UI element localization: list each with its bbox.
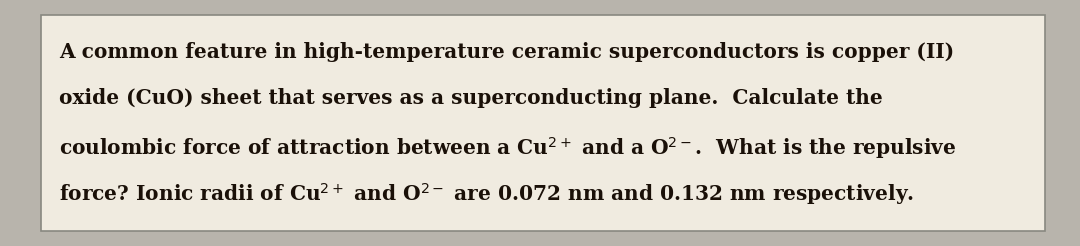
Text: A common feature in high-temperature ceramic superconductors is copper (II): A common feature in high-temperature cer… <box>59 42 955 62</box>
Text: oxide (CuO) sheet that serves as a superconducting plane.  Calculate the: oxide (CuO) sheet that serves as a super… <box>59 88 883 108</box>
FancyBboxPatch shape <box>41 15 1045 231</box>
Text: force? Ionic radii of Cu$^{2+}$ and O$^{2-}$ are 0.072 nm and 0.132 nm respectiv: force? Ionic radii of Cu$^{2+}$ and O$^{… <box>59 181 915 207</box>
Text: coulombic force of attraction between a Cu$^{2+}$ and a O$^{2-}$.  What is the r: coulombic force of attraction between a … <box>59 135 957 161</box>
